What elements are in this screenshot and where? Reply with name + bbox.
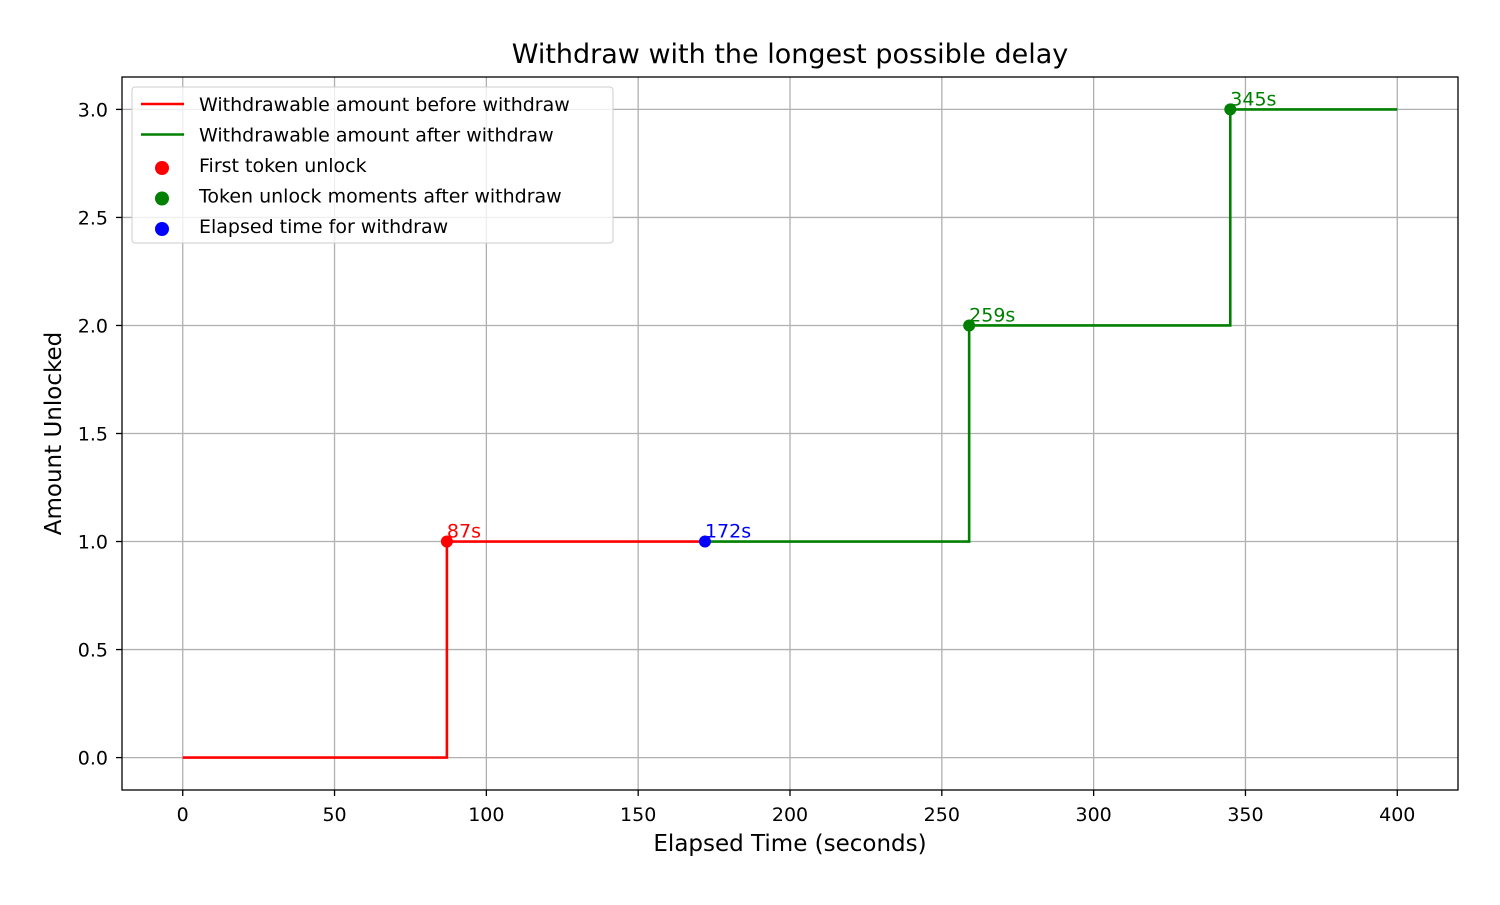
x-tick-label: 150 [620, 804, 656, 826]
chart-title: Withdraw with the longest possible delay [512, 39, 1069, 70]
x-axis-label: Elapsed Time (seconds) [653, 831, 926, 857]
x-tick-label: 300 [1076, 804, 1112, 826]
legend-marker-swatch [155, 191, 169, 206]
legend-marker-swatch [155, 161, 169, 175]
points-layer [440, 103, 1237, 548]
data-point-token-unlock-moments-after-withdraw [1224, 103, 1237, 116]
y-tick-label: 1.5 [78, 424, 108, 446]
annotation-label: 87s [447, 521, 481, 543]
legend: Withdrawable amount before withdraw Withd… [131, 86, 614, 244]
data-point-first-token-unlock [440, 535, 453, 548]
x-tick-label: 50 [322, 804, 346, 826]
legend-marker-swatch [155, 222, 169, 236]
series-line-withdrawable-amount-after-withdraw [704, 108, 1398, 543]
x-tick-label: 400 [1379, 804, 1415, 826]
legend-entry-label: Token unlock moments after withdraw [198, 186, 562, 208]
annotations-layer: 87s 172s 259s 345s [447, 88, 1277, 542]
x-tick-label: 350 [1227, 804, 1263, 826]
x-tick-label: 200 [772, 804, 808, 826]
legend-entry-label: Withdrawable amount before withdraw [199, 94, 570, 116]
y-tick-label: 0.0 [78, 748, 108, 770]
plot-frame [121, 76, 1459, 791]
y-tick-label: 2.0 [78, 315, 108, 337]
x-tick-label: 250 [924, 804, 960, 826]
x-tick-label: 100 [468, 804, 504, 826]
y-axis-label: Amount Unlocked [41, 332, 67, 535]
annotation-label: 345s [1230, 88, 1276, 110]
legend-entry-label: Elapsed time for withdraw [199, 216, 448, 238]
data-point-elapsed-time-for-withdraw [698, 535, 711, 548]
annotation-label: 172s [705, 521, 751, 543]
y-tick-label: 0.5 [78, 640, 108, 662]
annotation-label: 259s [969, 304, 1015, 326]
series-line-withdrawable-amount-before-withdraw [182, 540, 705, 759]
x-tick-label: 0 [177, 804, 189, 826]
series-layer [182, 108, 1398, 759]
legend-entry-label: Withdrawable amount after withdraw [199, 125, 554, 147]
legend-entry-label: First token unlock [199, 155, 367, 177]
y-tick-label: 1.0 [78, 532, 108, 554]
y-tick-label: 2.5 [78, 207, 108, 229]
y-tick-label: 3.0 [78, 99, 108, 121]
legend-frame [131, 86, 614, 244]
data-point-token-unlock-moments-after-withdraw [963, 319, 976, 332]
ticks: 0 50 100 150 200 250 300 350 400 0.0 0.5 1.0 1.5 2.0 2… [78, 99, 1416, 826]
